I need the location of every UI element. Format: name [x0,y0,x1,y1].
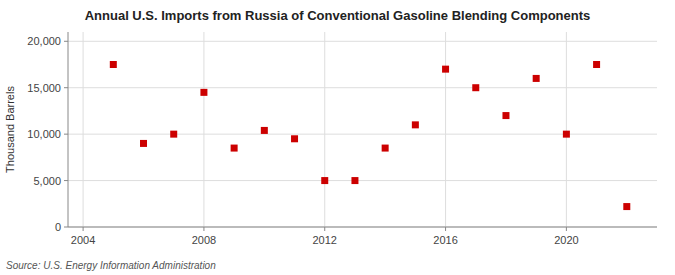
x-tick [324,227,325,231]
x-tick-label: 2008 [192,234,216,246]
y-tick [64,227,68,228]
point [442,66,449,73]
y-tick [64,180,68,181]
chart-container: Annual U.S. Imports from Russia of Conve… [0,0,675,275]
x-axis-line [68,227,657,228]
x-tick [445,227,446,231]
y-tick [64,87,68,88]
x-tick-label: 2020 [554,234,578,246]
point [231,145,238,152]
point [261,127,268,134]
x-grid-line [324,32,325,227]
y-axis-label: Thousand Barrels [4,86,16,173]
point [502,112,509,119]
y-grid-line [68,180,657,181]
y-axis-line [68,32,69,227]
x-grid-line [566,32,567,227]
y-tick-label: 15,000 [27,82,61,94]
point [321,177,328,184]
grid [68,32,657,227]
x-tick-label: 2012 [313,234,337,246]
point [110,61,117,68]
y-tick [64,41,68,42]
source-note: Source: U.S. Energy Information Administ… [6,260,216,271]
point [563,131,570,138]
y-grid-line [68,227,657,228]
x-tick-label: 2004 [71,234,95,246]
point [623,203,630,210]
title: Annual U.S. Imports from Russia of Conve… [85,8,591,23]
point [593,61,600,68]
point [140,140,147,147]
y-tick-label: 0 [55,221,61,233]
x-tick-label: 2016 [433,234,457,246]
point [351,177,358,184]
x-tick [203,227,204,231]
x-grid-line [445,32,446,227]
chart: Annual U.S. Imports from Russia of Conve… [0,0,675,275]
x-grid-line [83,32,84,227]
point [533,75,540,82]
point [412,121,419,128]
x-grid-line [203,32,204,227]
y-grid-line [68,41,657,42]
point [200,89,207,96]
y-tick-label: 20,000 [27,35,61,47]
y-tick [64,134,68,135]
point [382,145,389,152]
y-grid-line [68,87,657,88]
point [472,84,479,91]
points [110,61,630,210]
x-tick [83,227,84,231]
y-tick-label: 5,000 [33,175,61,187]
axes: 0 5,000 10,000 15,000 20,000 2004 2008 2012 2016… [27,32,657,246]
point [170,131,177,138]
y-tick-label: 10,000 [27,128,61,140]
x-tick [566,227,567,231]
point [291,135,298,142]
background [0,0,675,275]
